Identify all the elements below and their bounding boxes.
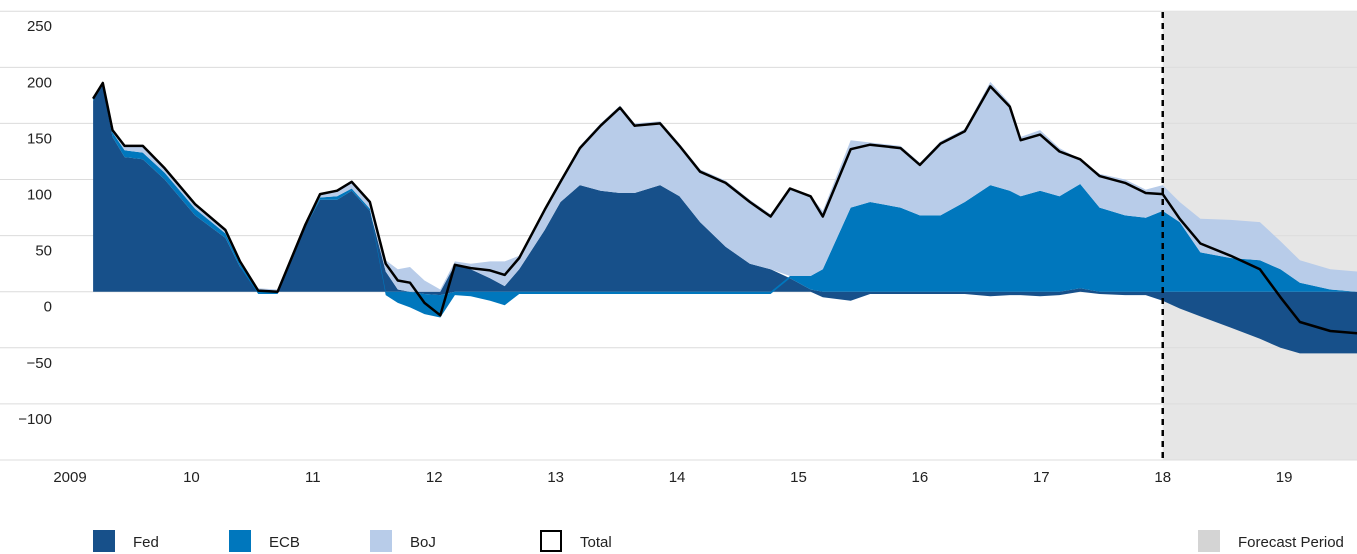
legend-swatch xyxy=(1198,530,1220,552)
legend-swatch xyxy=(540,530,562,552)
area-ecb xyxy=(93,83,1357,318)
legend-label: Forecast Period xyxy=(1238,534,1344,551)
legend-label: Total xyxy=(580,534,612,551)
legend-swatch xyxy=(370,530,392,552)
y-tick-label: 200 xyxy=(27,74,52,91)
x-tick-label: 12 xyxy=(426,469,443,486)
area-fed xyxy=(93,85,1357,354)
y-tick-label: 250 xyxy=(27,18,52,35)
legend-label: BoJ xyxy=(410,534,436,551)
legend-label: Fed xyxy=(133,534,159,551)
x-tick-label: 17 xyxy=(1033,469,1050,486)
legend-label: ECB xyxy=(269,534,300,551)
x-tick-label: 18 xyxy=(1154,469,1171,486)
x-tick-label: 10 xyxy=(183,469,200,486)
total-line xyxy=(92,81,1357,335)
y-tick-label: 100 xyxy=(27,186,52,203)
x-tick-label: 13 xyxy=(547,469,564,486)
y-tick-label: −100 xyxy=(18,411,52,428)
x-tick-label: 15 xyxy=(790,469,807,486)
x-tick-label: 19 xyxy=(1276,469,1293,486)
y-tick-label: −50 xyxy=(27,355,52,372)
x-tick-label: 11 xyxy=(305,469,321,486)
legend-swatch xyxy=(229,530,251,552)
y-tick-label: 50 xyxy=(35,243,52,260)
x-tick-label: 16 xyxy=(912,469,929,486)
x-tick-label: 2009 xyxy=(53,469,86,486)
y-tick-label: 150 xyxy=(27,130,52,147)
y-tick-label: 0 xyxy=(44,299,52,316)
x-tick-label: 14 xyxy=(669,469,686,486)
legend-swatch xyxy=(93,530,115,552)
